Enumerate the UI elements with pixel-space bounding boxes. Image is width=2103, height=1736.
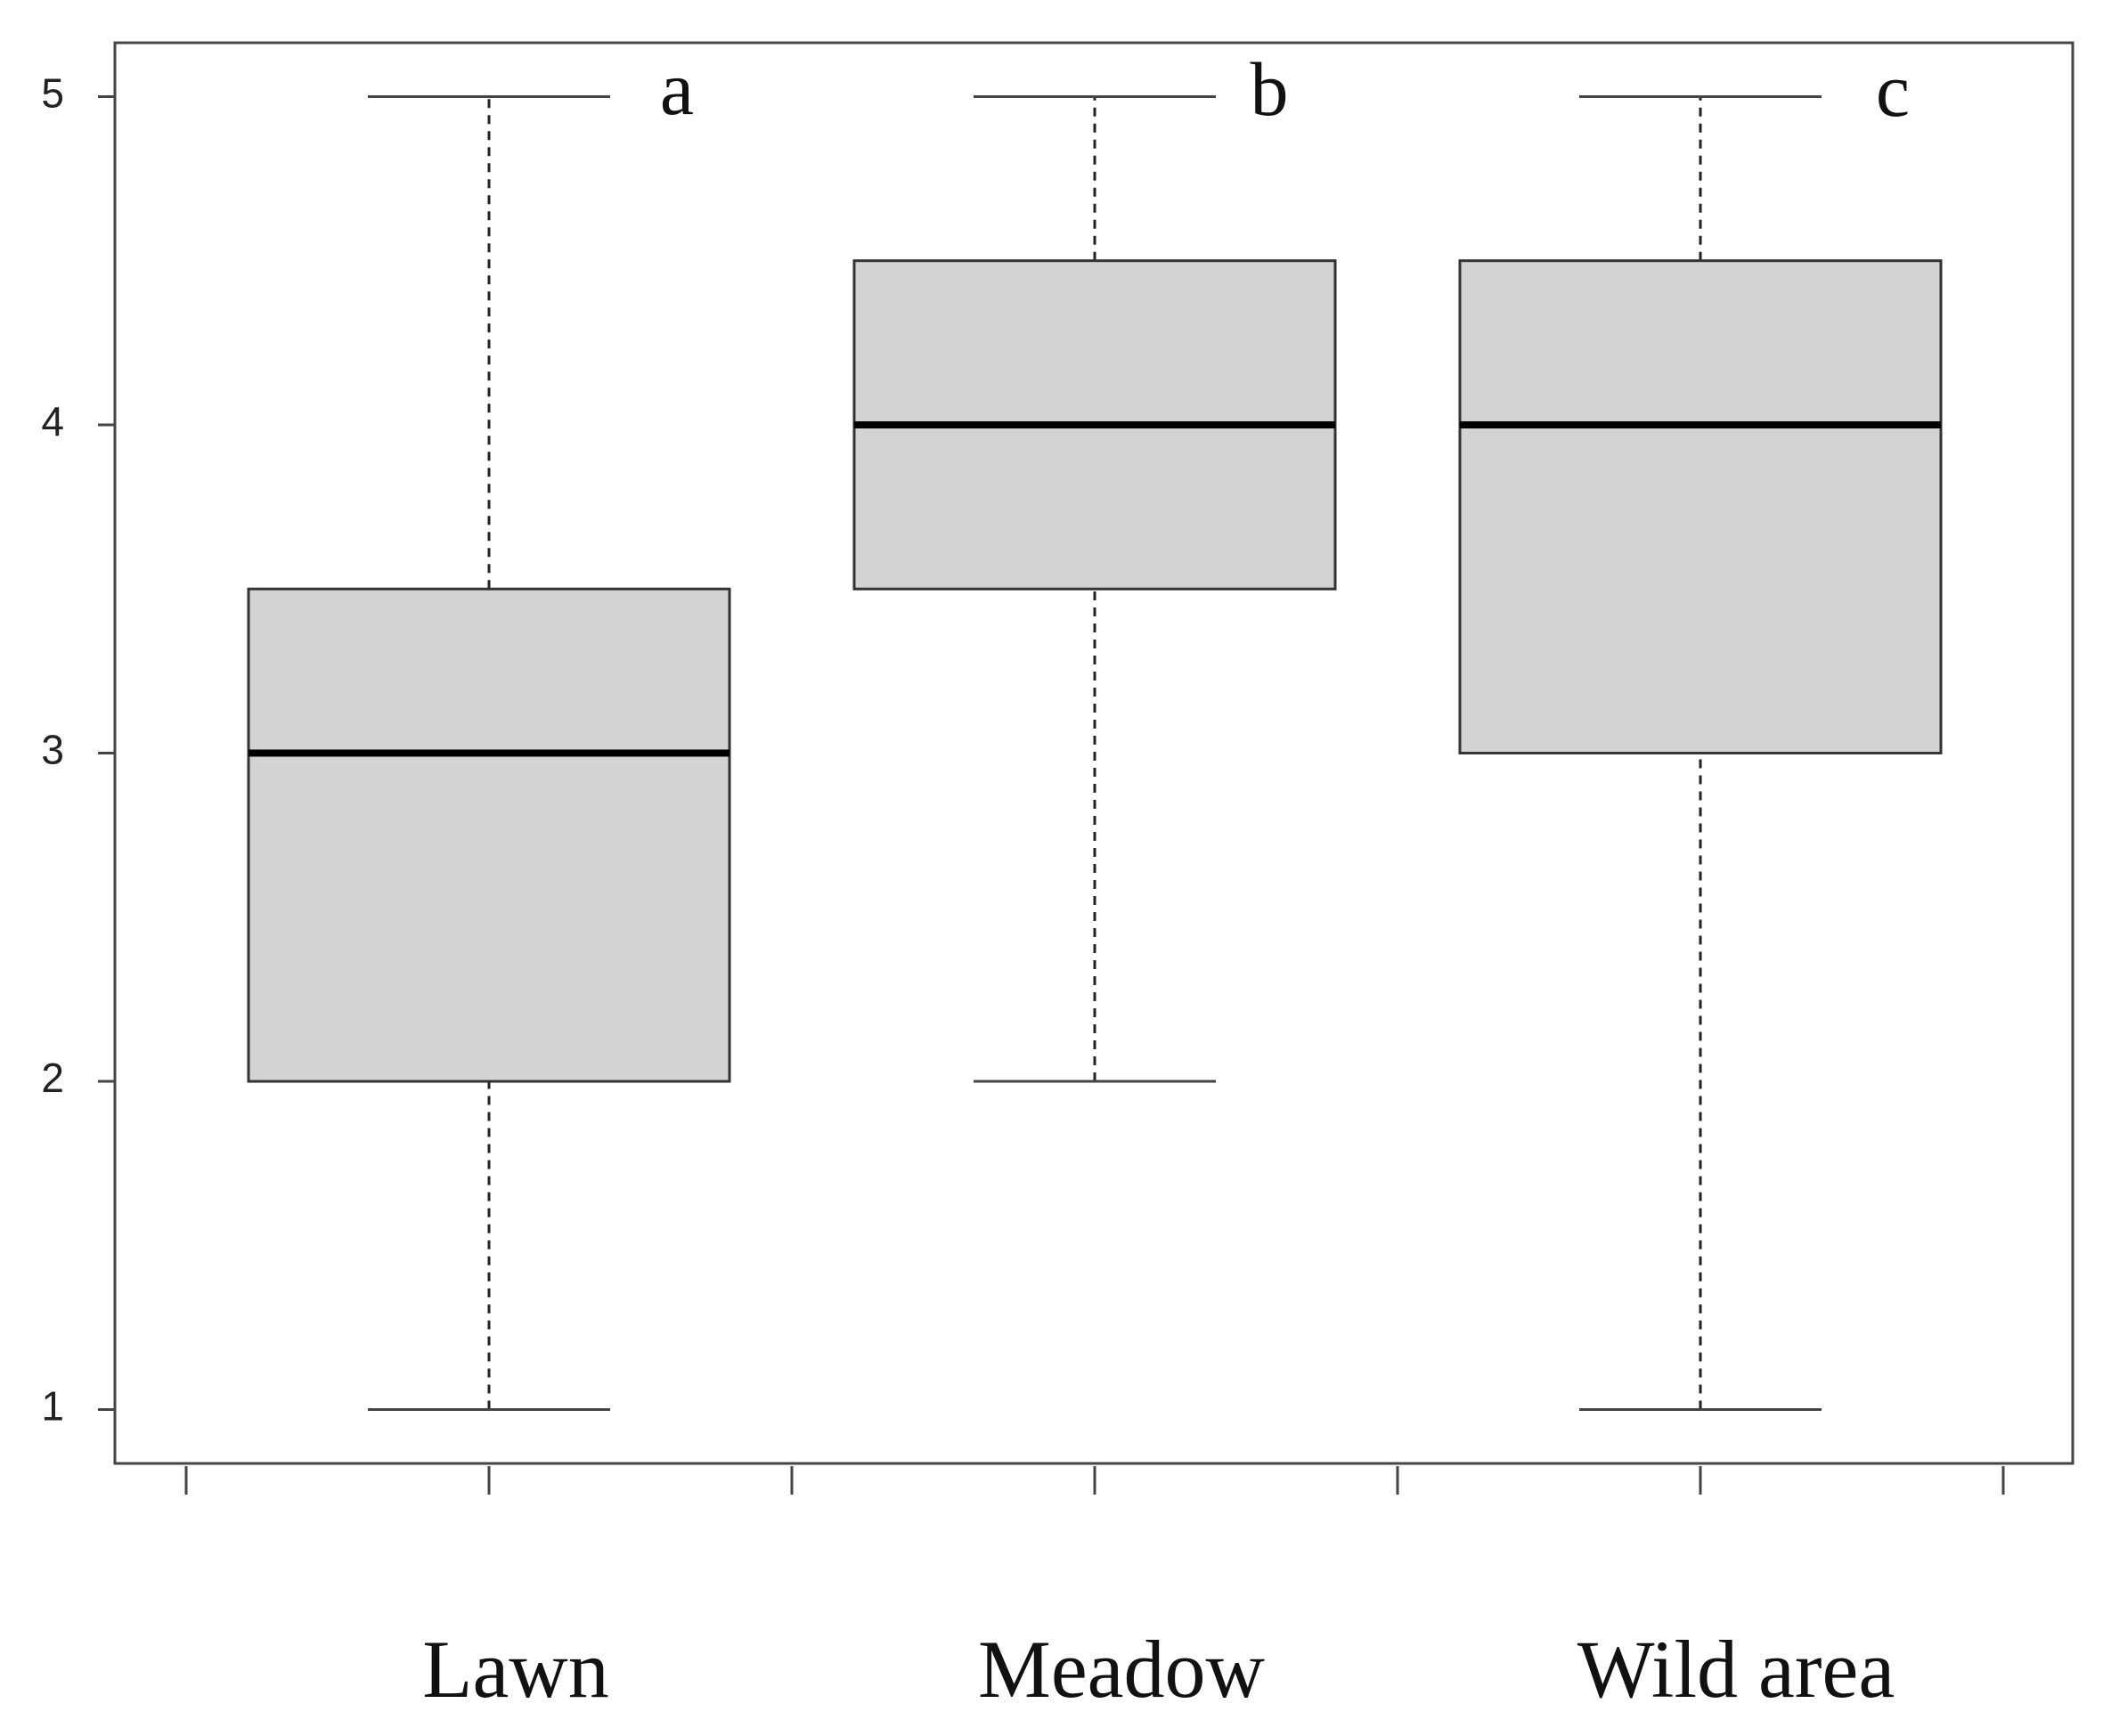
- y-tick-label: 3: [41, 727, 64, 773]
- box: [1458, 259, 1943, 755]
- y-tick-label: 4: [41, 398, 64, 444]
- annotation: a: [660, 45, 694, 131]
- y-tick-label: 2: [41, 1055, 64, 1101]
- x-tick-label: Wild area: [1577, 1624, 1895, 1715]
- x-tick-label: Lawn: [422, 1624, 608, 1715]
- annotation: c: [1876, 47, 1910, 133]
- box: [247, 587, 731, 1083]
- annotation: b: [1251, 46, 1289, 132]
- y-tick-label: 1: [41, 1383, 64, 1430]
- x-tick-label: Meadow: [978, 1624, 1265, 1715]
- y-tick-label: 5: [41, 70, 64, 117]
